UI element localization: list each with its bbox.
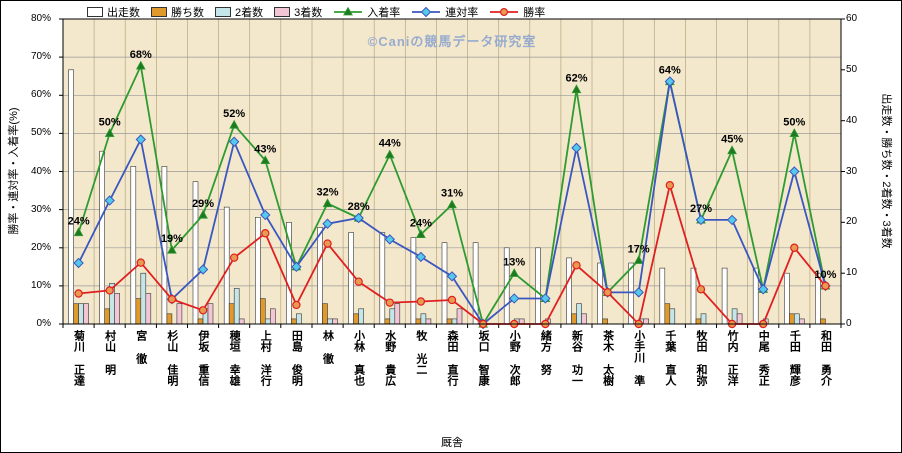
x-category-label: 中尾 秀正 bbox=[757, 330, 770, 386]
x-category-label: 小林 真也 bbox=[352, 330, 365, 386]
svg-text:24%: 24% bbox=[68, 216, 90, 228]
svg-text:32%: 32% bbox=[316, 187, 338, 199]
x-category-label: 坂口 智康 bbox=[477, 330, 490, 386]
y-left-tick-label: 40% bbox=[30, 165, 51, 177]
x-category-label: 田島 俊明 bbox=[290, 330, 303, 386]
x-category-label: 千葉 直人 bbox=[663, 330, 676, 386]
legend-item: 3着数 bbox=[274, 4, 322, 20]
x-category-label: 新谷 功一 bbox=[570, 330, 583, 386]
svg-text:29%: 29% bbox=[192, 198, 214, 210]
legend: 出走数 勝ち数 2着数 3着数 入着率 連対率 勝率 bbox=[87, 4, 545, 20]
y-left-tick-label: 50% bbox=[30, 127, 51, 139]
legend-label: 3着数 bbox=[294, 7, 323, 19]
legend-line-place-rate bbox=[334, 6, 363, 16]
x-category-label: 宮 徹 bbox=[134, 330, 147, 364]
legend-line-win-rate bbox=[490, 7, 519, 17]
x-category-label: 牧 光二 bbox=[414, 330, 427, 375]
legend-line-top2-rate bbox=[412, 6, 441, 18]
legend-label: 連対率 bbox=[445, 7, 479, 19]
y-left-tick-label: 0% bbox=[36, 318, 51, 329]
svg-text:43%: 43% bbox=[254, 143, 276, 155]
y-right-tick-label: 30 bbox=[846, 165, 858, 177]
legend-item: 2着数 bbox=[215, 4, 263, 20]
x-category-label: 茶木 太樹 bbox=[601, 330, 614, 386]
y-right-tick-label: 60 bbox=[846, 13, 858, 24]
x-category-label: 上村 洋行 bbox=[259, 330, 272, 386]
legend-swatch-wins bbox=[151, 7, 167, 17]
svg-text:13%: 13% bbox=[503, 256, 525, 268]
legend-swatch-thirds bbox=[274, 7, 291, 17]
x-category-label: 和田 勇介 bbox=[819, 330, 832, 386]
y-right-tick-label: 50 bbox=[846, 63, 858, 75]
svg-text:50%: 50% bbox=[783, 116, 805, 128]
svg-text:44%: 44% bbox=[379, 138, 401, 150]
svg-text:52%: 52% bbox=[223, 108, 245, 120]
point-labels: 24% 50% 68% 19% 29% 52% 43% 32% 28% 44% 24% 31% 13% 6… bbox=[68, 49, 837, 281]
svg-text:19%: 19% bbox=[161, 233, 183, 245]
left-axis-ticks: 0% 10% 20% 30% 40% 50% 60% 70% 80% bbox=[1, 1, 57, 452]
x-category-label: 牧田 和弥 bbox=[694, 330, 707, 386]
legend-label: 出走数 bbox=[107, 7, 140, 19]
y-left-tick-label: 20% bbox=[30, 241, 51, 253]
svg-text:28%: 28% bbox=[348, 201, 370, 213]
svg-text:50%: 50% bbox=[99, 116, 121, 128]
svg-text:31%: 31% bbox=[441, 188, 463, 200]
legend-item: 勝ち数 bbox=[151, 4, 204, 20]
svg-text:62%: 62% bbox=[565, 73, 587, 85]
legend-item: 入着率 bbox=[333, 4, 400, 20]
y-left-tick-label: 60% bbox=[30, 89, 51, 101]
y-left-tick-label: 80% bbox=[30, 13, 51, 24]
x-category-label: 林 徹 bbox=[321, 330, 334, 364]
legend-item: 連対率 bbox=[411, 4, 478, 20]
y-left-tick-label: 70% bbox=[30, 51, 51, 63]
legend-label: 2着数 bbox=[235, 7, 264, 19]
y-left-tick-label: 10% bbox=[30, 279, 51, 291]
y-right-tick-label: 10 bbox=[846, 267, 858, 279]
right-axis-ticks: 0 10 20 30 40 50 60 bbox=[846, 1, 880, 452]
x-category-label: 小手川 準 bbox=[632, 330, 645, 386]
svg-text:27%: 27% bbox=[690, 203, 712, 215]
x-category-label: 穂垣 幸雄 bbox=[228, 330, 241, 386]
x-category-label: 水野 貴広 bbox=[383, 330, 396, 386]
y-right-tick-label: 40 bbox=[846, 114, 858, 126]
svg-text:45%: 45% bbox=[721, 134, 743, 146]
legend-label: 入着率 bbox=[367, 7, 401, 19]
y-right-tick-label: 0 bbox=[846, 318, 852, 329]
x-category-label: 杉山 佳明 bbox=[165, 330, 178, 386]
y-left-tick-label: 30% bbox=[30, 203, 51, 215]
x-category-label: 菊川 正達 bbox=[72, 330, 85, 386]
x-category-label: 森田 直行 bbox=[446, 330, 458, 386]
svg-text:17%: 17% bbox=[628, 243, 650, 255]
svg-text:68%: 68% bbox=[130, 49, 152, 61]
legend-swatch-seconds bbox=[215, 7, 231, 17]
x-category-label: 竹内 正洋 bbox=[726, 330, 739, 386]
legend-item: 出走数 bbox=[87, 4, 140, 20]
y-right-tick-label: 20 bbox=[846, 216, 858, 228]
watermark: ©Caniの競馬データ研究室 bbox=[367, 34, 537, 49]
x-category-label: 村山 明 bbox=[103, 330, 116, 375]
x-category-label: 千田 輝彦 bbox=[788, 330, 801, 386]
x-category-label: 伊坂 重信 bbox=[197, 330, 210, 386]
x-axis-title: 厩舎 bbox=[441, 437, 463, 449]
svg-text:24%: 24% bbox=[410, 217, 432, 229]
legend-label: 勝率 bbox=[523, 7, 546, 19]
svg-text:64%: 64% bbox=[659, 65, 681, 77]
legend-item: 勝率 bbox=[489, 4, 545, 20]
legend-swatch-starts bbox=[87, 7, 103, 17]
bar-series-thirds bbox=[83, 293, 805, 325]
x-category-label: 緒方 努 bbox=[539, 330, 552, 375]
svg-text:10%: 10% bbox=[814, 269, 836, 281]
x-category-label: 小野 次郎 bbox=[508, 330, 521, 386]
legend-label: 勝ち数 bbox=[171, 7, 204, 19]
